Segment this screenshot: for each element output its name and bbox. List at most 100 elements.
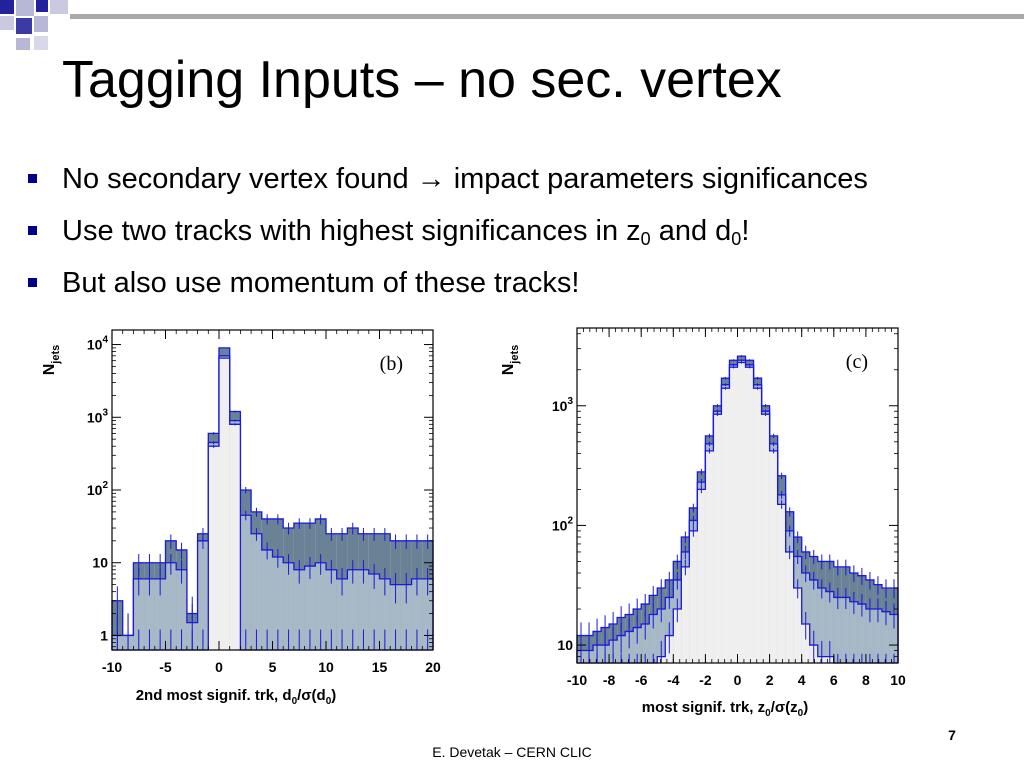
histogram-bin — [358, 569, 369, 650]
x-axis-label-subscript: 0 — [765, 708, 771, 719]
y-tick-base: 10 — [92, 555, 108, 571]
histogram-bin — [219, 358, 230, 650]
y-tick-base: 10 — [87, 409, 103, 425]
y-tick-label: 103 — [87, 407, 109, 425]
bullet-list: No secondary vertex found → impact param… — [28, 160, 868, 316]
histogram-bin — [293, 569, 305, 650]
y-axis-label-sub: jets — [50, 345, 62, 365]
x-tick-label: -2 — [699, 672, 712, 688]
x-tick-label: 0 — [734, 672, 742, 688]
histogram-bin — [133, 578, 145, 650]
histogram-bin — [793, 587, 802, 663]
histogram-bin — [689, 530, 698, 663]
histogram-bin — [857, 604, 866, 663]
histogram-series-2 — [577, 361, 898, 664]
y-tick-label: 1 — [100, 627, 108, 643]
x-axis-label-part: /σ(d — [297, 687, 326, 704]
bullet-item: No secondary vertex found → impact param… — [28, 160, 868, 212]
y-tick-label: 102 — [87, 480, 109, 498]
y-tick-base: 10 — [552, 398, 568, 414]
deco-bar — [70, 14, 1024, 19]
y-tick-label: 10 — [92, 555, 108, 571]
x-tick-label: 6 — [830, 672, 838, 688]
x-tick-label: 8 — [862, 672, 870, 688]
y-tick-base: 10 — [552, 517, 568, 533]
histogram-bin — [633, 627, 642, 663]
histogram-bin — [261, 549, 273, 650]
x-tick-label: 15 — [372, 659, 388, 675]
y-tick-exponent: 4 — [102, 335, 108, 346]
histogram-bin — [721, 388, 730, 663]
x-axis-label-part: ) — [331, 687, 336, 704]
histogram-bin — [326, 569, 337, 650]
histogram-bin — [144, 578, 155, 650]
histogram-bin — [777, 504, 786, 663]
histogram-bin — [713, 414, 722, 663]
deco-square — [16, 0, 34, 16]
histogram-bin — [240, 515, 252, 650]
deco-square — [34, 36, 48, 50]
histogram-bin — [176, 569, 187, 650]
deco-square — [34, 16, 48, 32]
y-tick-base: 10 — [87, 482, 103, 498]
histogram-bin — [841, 597, 850, 663]
x-axis-label-part: ) — [803, 699, 808, 716]
subscript: 0 — [731, 229, 742, 249]
y-axis-label-main: N — [41, 364, 58, 376]
histogram-bin — [705, 450, 714, 663]
bullet-text: and d — [650, 215, 732, 247]
x-tick-label: 10 — [890, 672, 906, 688]
header-decoration — [0, 0, 1024, 50]
histogram-bin — [729, 367, 738, 663]
histogram-bin — [657, 609, 666, 663]
deco-square — [36, 0, 48, 12]
bullet-item: Use two tracks with highest significance… — [28, 212, 868, 264]
deco-square — [16, 38, 30, 50]
x-axis-label-part: most signif. trk, z — [642, 699, 765, 716]
histogram-bin — [411, 578, 423, 650]
histogram-bin — [889, 614, 898, 663]
y-tick-base: 1 — [100, 627, 108, 643]
y-axis-label: Njets — [500, 345, 521, 376]
page-number: 7 — [948, 727, 956, 743]
bullet-item: But also use momentum of these tracks! — [28, 264, 868, 316]
y-axis-label-main: N — [500, 364, 517, 376]
histogram-bin — [315, 562, 326, 650]
histogram-bin — [390, 584, 401, 650]
histogram-bin — [809, 579, 818, 663]
histogram-bin — [400, 584, 412, 650]
y-tick-exponent: 2 — [102, 480, 108, 491]
y-tick-exponent: 3 — [102, 407, 108, 418]
x-tick-label: -8 — [603, 672, 616, 688]
y-tick-exponent: 3 — [567, 396, 573, 407]
x-axis-label: most signif. trk, z0/σ(z0) — [642, 699, 808, 719]
y-tick-label: 102 — [552, 515, 574, 533]
deco-square — [16, 18, 32, 34]
histogram-bin — [304, 566, 316, 650]
histogram-bin — [347, 569, 359, 650]
y-axis-label: Njets — [41, 345, 62, 376]
histogram-bin — [422, 578, 433, 650]
histogram-outline — [111, 355, 434, 650]
histogram-bin — [865, 609, 874, 663]
deco-square — [50, 0, 68, 14]
histogram-bin — [753, 388, 762, 663]
y-tick-base: 10 — [87, 337, 103, 353]
histogram-bin — [745, 367, 754, 663]
subscript: 0 — [640, 229, 651, 249]
histogram-bin — [801, 623, 810, 663]
x-tick-label: 10 — [318, 659, 334, 675]
x-tick-label: -4 — [667, 672, 680, 688]
histogram-bin — [229, 424, 241, 650]
histogram-bin — [825, 591, 834, 663]
histogram-bin — [681, 566, 690, 663]
bullet-text: ! — [741, 215, 750, 247]
histogram-bin — [769, 450, 778, 663]
histogram-outline — [577, 361, 898, 664]
histogram-bin — [165, 562, 177, 650]
histogram-bin — [833, 597, 842, 663]
slide-title: Tagging Inputs – no sec. vertex — [62, 51, 782, 109]
square-bullet-icon — [28, 226, 37, 235]
